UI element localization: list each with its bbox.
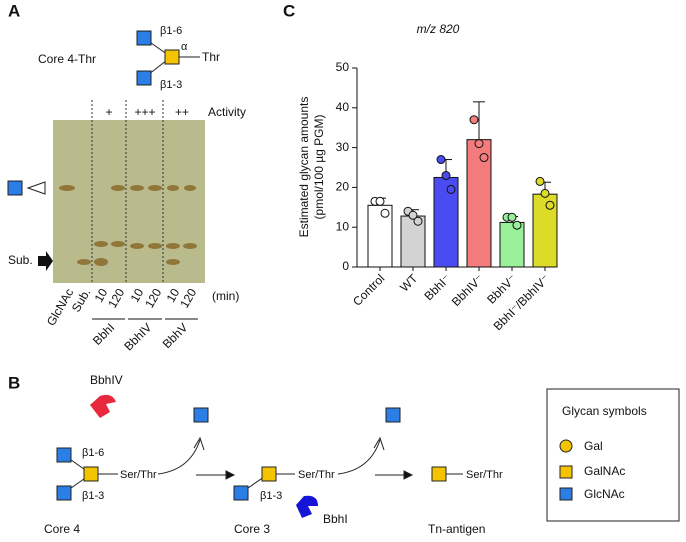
lane-label: 120 xyxy=(177,286,199,311)
y-tick-label: 20 xyxy=(336,180,350,194)
y-tick-label: 50 xyxy=(336,60,350,74)
lane-label: 10 xyxy=(164,286,183,305)
activity-level: + xyxy=(105,105,112,119)
x-tick-label: WT xyxy=(397,271,421,295)
y-axis-label: (pmol/100 µg PGM) xyxy=(312,115,326,220)
structure-name: Tn-antigen xyxy=(428,522,485,536)
sub-label: Sub. xyxy=(8,253,33,267)
linkage: β1-3 xyxy=(260,490,282,502)
aglycone: Ser/Thr xyxy=(466,469,503,481)
enzyme-label: BbhI xyxy=(323,512,348,526)
aglycone: Thr xyxy=(202,50,220,64)
arrowhead xyxy=(26,181,46,195)
legend-item: GalNAc xyxy=(584,464,625,478)
legend-title: Glycan symbols xyxy=(562,404,647,418)
data-point xyxy=(507,212,517,222)
structure-name: Core 3 xyxy=(234,522,270,536)
lane-label: Sub. xyxy=(69,286,93,314)
glycan-structure xyxy=(136,30,200,86)
data-point xyxy=(469,115,479,125)
data-point xyxy=(474,139,484,149)
panel-letter: C xyxy=(283,1,295,20)
lane-label: 120 xyxy=(105,286,127,311)
linkage: β1-3 xyxy=(82,490,104,502)
enzyme-label: BbhV xyxy=(160,320,191,351)
x-tick-label: BbhIV⁻ xyxy=(449,271,486,308)
core4 xyxy=(56,407,463,501)
y-tick-label: 30 xyxy=(336,140,350,154)
y-tick-label: 10 xyxy=(336,219,350,233)
activity-level: ++ xyxy=(175,105,189,119)
enzyme-icon xyxy=(90,394,116,418)
enzyme-label: BbhIV xyxy=(121,320,154,353)
data-point xyxy=(375,196,385,206)
linkage: β1-6 xyxy=(160,25,182,37)
legend xyxy=(546,388,680,522)
data-point xyxy=(479,153,489,163)
lane-label: 10 xyxy=(92,286,111,305)
lane-label: 120 xyxy=(142,286,164,311)
structure-name: Core 4-Thr xyxy=(38,52,96,66)
data-point xyxy=(540,188,550,198)
data-point xyxy=(413,216,423,226)
data-point xyxy=(436,155,446,165)
y-tick-label: 0 xyxy=(342,259,349,273)
anomer: α xyxy=(181,41,188,53)
data-point xyxy=(446,184,456,194)
aglycone: Ser/Thr xyxy=(298,469,335,481)
data-point xyxy=(380,208,390,218)
bar xyxy=(499,221,525,268)
arrow xyxy=(38,251,53,271)
legend-item: GlcNAc xyxy=(584,487,625,501)
enzyme-label: BbhIV xyxy=(90,373,123,387)
data-point xyxy=(408,210,418,220)
linkage: β1-3 xyxy=(160,79,182,91)
data-point xyxy=(441,170,451,180)
y-axis-label: Estimated glycan amounts xyxy=(297,97,311,238)
time-unit: (min) xyxy=(212,289,239,303)
legend-item: Gal xyxy=(584,439,603,453)
y-tick-label: 40 xyxy=(336,100,350,114)
data-point xyxy=(512,220,522,230)
lane-label: 10 xyxy=(128,286,147,305)
activity-level: +++ xyxy=(134,105,155,119)
chart-title: m/z 820 xyxy=(417,22,460,36)
activity-label: Activity xyxy=(208,105,246,119)
glcnac-symbol xyxy=(7,180,23,196)
tlc-plate xyxy=(53,100,205,283)
linkage: β1-6 xyxy=(82,447,104,459)
data-point xyxy=(545,200,555,210)
x-tick-label: Control xyxy=(350,271,387,308)
panel-letter: A xyxy=(8,1,20,20)
panel-letter: B xyxy=(8,373,20,392)
data-point xyxy=(535,176,545,186)
enzyme-label: BbhI xyxy=(90,320,117,347)
enzyme-icon xyxy=(296,495,318,518)
aglycone: Ser/Thr xyxy=(120,469,157,481)
structure-name: Core 4 xyxy=(44,522,80,536)
